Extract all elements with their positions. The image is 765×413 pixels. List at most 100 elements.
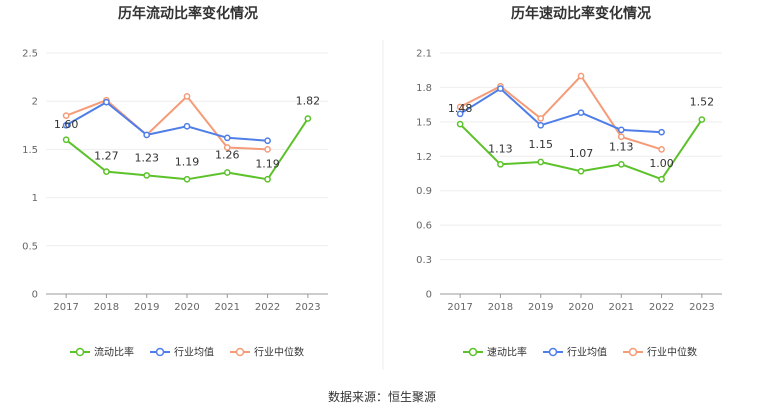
data-point-median xyxy=(577,72,585,80)
legend-label: 行业中位数 xyxy=(254,346,304,359)
data-point-avg xyxy=(183,122,191,130)
data-point-company xyxy=(698,116,706,123)
y-tick-label: 0.5 xyxy=(22,241,38,252)
legend-label: 流动比率 xyxy=(94,346,134,359)
series-line-avg xyxy=(459,87,662,134)
legend-marker xyxy=(628,347,638,357)
data-label: 1.13 xyxy=(609,140,634,153)
y-tick-label: 1.2 xyxy=(416,152,432,163)
legend-marker xyxy=(155,347,165,357)
series-line-median xyxy=(459,74,662,151)
data-point-company xyxy=(456,120,464,128)
x-tick-label: 2019 xyxy=(134,302,159,313)
data-point-company xyxy=(143,172,151,179)
data-label: 1.60 xyxy=(54,118,79,131)
x-tick-label: 2020 xyxy=(568,302,593,313)
legend-item-company: 流动比率 xyxy=(70,346,134,359)
series-line-median xyxy=(65,94,268,151)
data-label: 1.15 xyxy=(528,138,553,151)
data-point-avg xyxy=(456,110,464,118)
data-point-company xyxy=(497,160,504,168)
legend-item-median: 行业中位数 xyxy=(623,346,697,359)
data-point-company xyxy=(577,167,585,175)
data-point-company xyxy=(537,158,545,166)
data-label: 1.48 xyxy=(448,102,473,115)
data-label: 1.82 xyxy=(296,95,321,108)
series-line-avg xyxy=(65,100,268,142)
data-point-company xyxy=(264,175,271,183)
data-point-avg xyxy=(497,85,504,92)
data-point-median xyxy=(62,112,70,120)
y-tick-label: 2 xyxy=(32,97,38,108)
data-point-median xyxy=(658,146,665,153)
y-tick-label: 0.3 xyxy=(416,255,432,266)
y-tick-label: 1.5 xyxy=(22,145,38,156)
data-label: 1.52 xyxy=(690,96,715,109)
data-point-company xyxy=(304,115,312,122)
data-point-company xyxy=(62,136,70,144)
legend-item-avg: 行业均值 xyxy=(543,346,607,359)
legend-marker xyxy=(468,347,478,357)
data-point-avg xyxy=(103,98,110,106)
data-label: 1.23 xyxy=(134,151,159,164)
legend-marker xyxy=(75,347,85,357)
y-tick-label: 0 xyxy=(32,290,38,301)
legend-label: 行业中位数 xyxy=(647,346,697,359)
y-tick-label: 2.1 xyxy=(416,49,432,60)
data-label: 1.26 xyxy=(215,149,240,162)
x-tick-label: 2019 xyxy=(528,302,553,313)
chart-panel-1: 历年流动比率变化情况 0 0.5 1 1.5 2 2.5 2017 2018 2019 2020 20… xyxy=(22,5,328,359)
data-point-company xyxy=(223,169,231,176)
x-tick-label: 2022 xyxy=(255,302,280,313)
data-point-median xyxy=(456,103,464,111)
data-point-median xyxy=(537,115,545,122)
data-source: 数据来源：恒生聚源 xyxy=(328,389,436,404)
legend-item-company: 速动比率 xyxy=(463,346,527,359)
x-tick-label: 2018 xyxy=(94,302,119,313)
data-point-avg xyxy=(62,121,70,129)
x-tick-label: 2023 xyxy=(689,302,714,313)
data-label: 1.19 xyxy=(255,157,280,170)
legend-label: 速动比率 xyxy=(487,346,527,359)
x-tick-label: 2017 xyxy=(53,302,78,313)
y-tick-label: 0.9 xyxy=(416,186,432,197)
data-point-avg xyxy=(223,134,231,142)
data-label: 1.13 xyxy=(488,142,513,155)
data-label: 1.00 xyxy=(649,157,674,170)
y-tick-label: 0 xyxy=(426,290,432,301)
data-point-median xyxy=(183,93,191,100)
data-point-median xyxy=(264,146,271,153)
data-point-avg xyxy=(617,126,625,134)
legend-label: 行业均值 xyxy=(174,346,214,359)
chart-title: 历年流动比率变化情况 xyxy=(118,5,258,22)
legend-item-median: 行业中位数 xyxy=(230,346,304,359)
y-tick-label: 1.8 xyxy=(416,83,432,94)
data-label: 1.27 xyxy=(94,150,119,163)
legend-marker xyxy=(548,347,558,357)
data-point-avg xyxy=(143,131,151,139)
x-tick-label: 2017 xyxy=(447,302,472,313)
y-tick-label: 1.5 xyxy=(416,117,432,128)
x-tick-label: 2018 xyxy=(488,302,513,313)
chart-title: 历年速动比率变化情况 xyxy=(511,5,651,22)
data-point-avg xyxy=(658,128,665,136)
legend-item-avg: 行业均值 xyxy=(150,346,214,359)
y-tick-label: 2.5 xyxy=(22,49,38,60)
data-label: 1.07 xyxy=(569,147,594,160)
legend-label: 行业均值 xyxy=(567,346,607,359)
x-tick-label: 2023 xyxy=(295,302,320,313)
data-point-median xyxy=(223,144,231,151)
data-point-avg xyxy=(537,121,545,129)
data-label: 1.19 xyxy=(175,155,200,168)
data-point-avg xyxy=(264,137,271,145)
y-tick-label: 1 xyxy=(32,193,38,204)
chart-panel-2: 历年速动比率变化情况 0 0.3 0.6 0.9 1.2 1.5 1.8 2.1 2017 2018… xyxy=(416,5,722,359)
x-tick-label: 2020 xyxy=(174,302,199,313)
data-point-median xyxy=(617,133,625,141)
x-tick-label: 2021 xyxy=(609,302,634,313)
data-point-company xyxy=(617,160,625,168)
data-point-company xyxy=(183,175,191,183)
data-point-company xyxy=(658,175,665,183)
